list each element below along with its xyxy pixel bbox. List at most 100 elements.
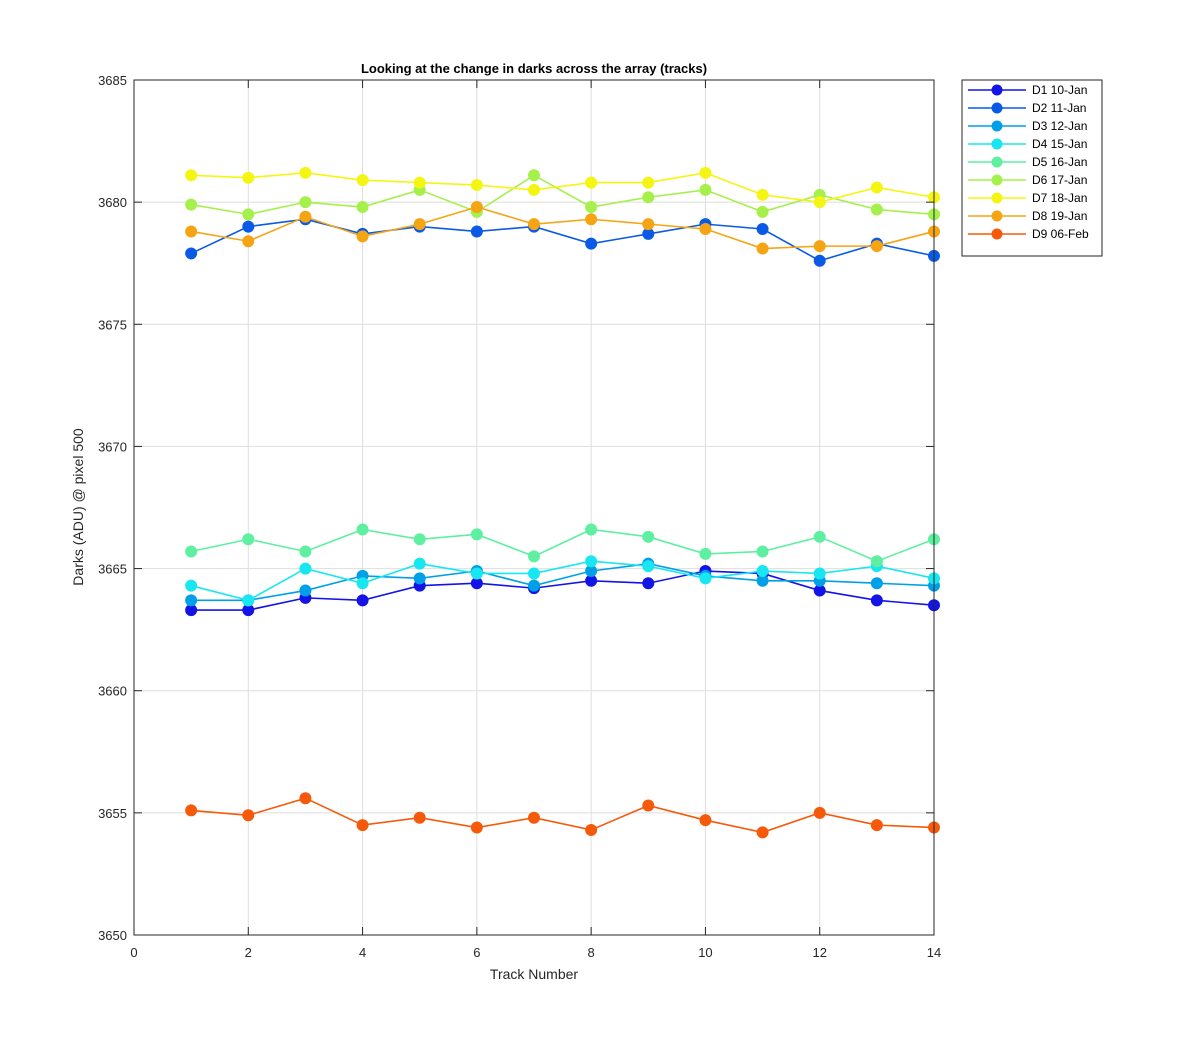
series-line bbox=[190, 560, 935, 602]
data-point bbox=[413, 557, 426, 570]
series-4 bbox=[185, 555, 940, 607]
data-point bbox=[870, 819, 883, 832]
data-point bbox=[528, 218, 540, 231]
data-point bbox=[642, 799, 655, 812]
legend-item: D9 06-Feb bbox=[968, 227, 1089, 241]
legend-item: D4 15-Jan bbox=[968, 137, 1087, 151]
data-point bbox=[699, 223, 712, 236]
y-axis-label: Darks (ADU) @ pixel 500 bbox=[70, 428, 86, 586]
data-point bbox=[642, 218, 655, 231]
data-point bbox=[585, 213, 598, 226]
data-point bbox=[756, 205, 769, 218]
legend-marker bbox=[991, 156, 1003, 168]
data-point bbox=[699, 547, 712, 560]
y-tick-label: 3665 bbox=[98, 562, 127, 577]
legend-marker bbox=[991, 228, 1003, 240]
data-point bbox=[356, 594, 369, 607]
data-point bbox=[756, 826, 769, 839]
data-point bbox=[242, 809, 255, 822]
data-point bbox=[870, 555, 883, 568]
series-5 bbox=[185, 523, 940, 568]
y-tick-label: 3675 bbox=[98, 317, 127, 332]
legend-item: D7 18-Jan bbox=[968, 191, 1087, 205]
data-point bbox=[242, 594, 255, 607]
data-point bbox=[356, 174, 369, 187]
data-point bbox=[642, 560, 655, 573]
data-point bbox=[699, 166, 712, 179]
data-point bbox=[585, 237, 598, 250]
data-point bbox=[185, 169, 198, 182]
y-tick-label: 3680 bbox=[98, 195, 127, 210]
legend-marker bbox=[991, 138, 1003, 150]
data-point bbox=[413, 533, 426, 546]
data-point bbox=[470, 567, 483, 580]
data-point bbox=[528, 183, 540, 196]
data-point bbox=[185, 198, 198, 211]
data-point bbox=[813, 806, 826, 819]
plot-area bbox=[134, 80, 934, 935]
data-point bbox=[185, 225, 198, 238]
data-point bbox=[585, 176, 598, 189]
data-point bbox=[528, 811, 540, 824]
data-point bbox=[356, 819, 369, 832]
legend-marker bbox=[991, 174, 1003, 186]
data-point bbox=[356, 577, 369, 590]
data-point bbox=[585, 823, 598, 836]
data-point bbox=[185, 247, 198, 260]
x-tick-label: 8 bbox=[588, 945, 595, 960]
axis-ticks: 0 2 4 6 8 10 12 14 3650 3655 3660 3665 3670 3675 3680 3… bbox=[98, 73, 941, 960]
legend-item: D6 17-Jan bbox=[968, 173, 1087, 187]
x-tick-label: 14 bbox=[927, 945, 941, 960]
legend: D1 10-Jan D2 11-Jan D3 12-Jan D4 15-Jan D5 1… bbox=[961, 79, 1103, 257]
legend-marker bbox=[991, 84, 1003, 96]
series-line bbox=[191, 570, 935, 611]
series-line bbox=[191, 174, 935, 216]
data-point bbox=[699, 183, 712, 196]
series-group bbox=[185, 166, 940, 839]
series-line bbox=[191, 562, 935, 602]
y-tick-label: 3685 bbox=[98, 73, 127, 88]
legend-label: D8 19-Jan bbox=[1032, 209, 1087, 223]
series-line bbox=[190, 528, 935, 563]
y-tick-label: 3670 bbox=[98, 439, 127, 454]
data-point bbox=[528, 579, 540, 592]
series-line bbox=[190, 218, 935, 262]
x-axis-label: Track Number bbox=[490, 966, 579, 982]
series-line bbox=[191, 206, 935, 250]
legend-item: D2 11-Jan bbox=[968, 101, 1086, 115]
legend-label: D2 11-Jan bbox=[1032, 101, 1086, 115]
series-8 bbox=[185, 201, 940, 255]
data-point bbox=[470, 528, 483, 541]
data-point bbox=[699, 572, 712, 585]
data-point bbox=[585, 555, 598, 568]
legend-marker bbox=[991, 120, 1003, 132]
data-point bbox=[242, 220, 255, 233]
y-tick-label: 3655 bbox=[98, 806, 127, 821]
data-point bbox=[870, 240, 883, 253]
y-tick-label: 3660 bbox=[98, 684, 127, 699]
data-point bbox=[242, 208, 255, 221]
data-point bbox=[470, 225, 483, 238]
data-point bbox=[299, 584, 312, 597]
x-tick-label: 12 bbox=[812, 945, 826, 960]
legend-marker bbox=[991, 210, 1003, 222]
data-point bbox=[185, 804, 198, 817]
legend-label: D1 10-Jan bbox=[1032, 83, 1087, 97]
data-point bbox=[242, 533, 255, 546]
legend-label: D5 16-Jan bbox=[1032, 155, 1087, 169]
legend-label: D7 18-Jan bbox=[1032, 191, 1087, 205]
data-point bbox=[470, 179, 483, 192]
legend-label: D9 06-Feb bbox=[1032, 227, 1089, 241]
data-point bbox=[528, 567, 540, 580]
legend-marker bbox=[991, 192, 1003, 204]
data-point bbox=[470, 821, 483, 834]
series-line bbox=[191, 797, 935, 834]
legend-box bbox=[961, 79, 1103, 257]
data-point bbox=[413, 176, 426, 189]
data-point bbox=[813, 254, 826, 267]
legend-item: D1 10-Jan bbox=[968, 83, 1087, 97]
data-point bbox=[299, 562, 312, 575]
chart-title: Looking at the change in darks across th… bbox=[361, 61, 707, 76]
data-point bbox=[642, 577, 655, 590]
data-point bbox=[756, 565, 769, 578]
